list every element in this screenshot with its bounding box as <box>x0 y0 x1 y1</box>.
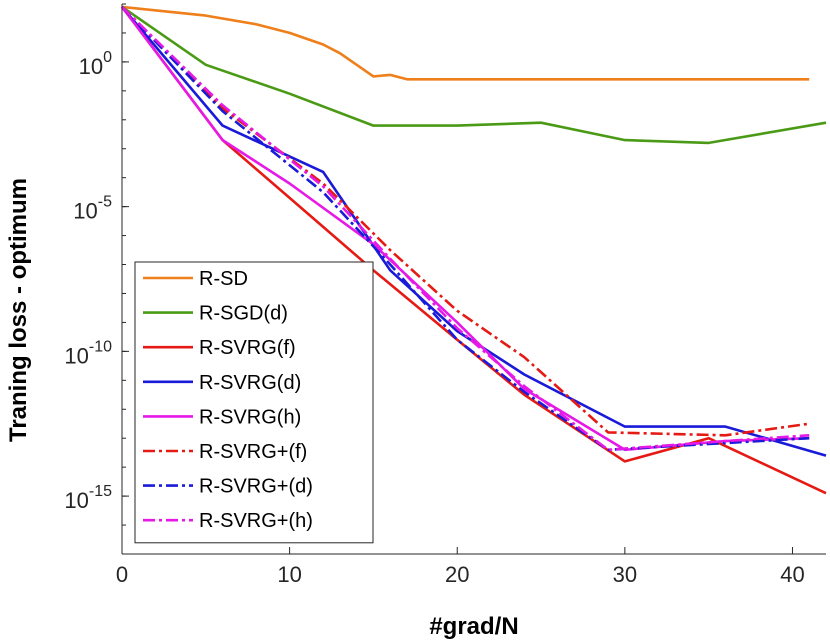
x-tick-label: 10 <box>277 562 301 587</box>
legend-entry: R-SVRG+(d) <box>199 476 313 498</box>
x-tick-label: 20 <box>445 562 469 587</box>
legend-box <box>134 261 374 544</box>
series-line-r-svrg-d <box>121 6 827 457</box>
x-tick-label: 40 <box>780 562 804 587</box>
x-tick-label: 0 <box>116 562 128 587</box>
legend-entry: R-SVRG+(f) <box>199 441 307 463</box>
series-line-r-sgd-d <box>121 5 827 145</box>
series-line-r-svrg-h <box>121 5 810 452</box>
legend-entry: R-SD <box>199 268 248 290</box>
legend-entry: R-SVRG+(h) <box>199 510 313 532</box>
y-tick-label: 100 <box>79 49 112 79</box>
y-tick-label: 10-15 <box>64 483 112 513</box>
series-lines <box>120 5 827 495</box>
legend-entry: R-SVRG(h) <box>199 406 301 428</box>
series-line-r-sd <box>121 5 810 81</box>
y-tick-label: 10-10 <box>64 338 112 368</box>
legend-entry: R-SVRG(f) <box>199 337 296 359</box>
y-tick-label: 10-5 <box>73 194 112 224</box>
series-line-r-svrg-d <box>121 5 810 452</box>
axes <box>121 3 826 555</box>
legend-entry: R-SGD(d) <box>199 303 288 325</box>
x-axis-label: #grad/N <box>429 613 518 640</box>
x-tick-label: 30 <box>613 562 637 587</box>
y-axis-label: Traning loss - optimum <box>5 178 32 442</box>
tick-labels: 0 10 20 30 40 100 10-5 10-10 10-15 <box>64 49 804 587</box>
legend-entry: R-SVRG(d) <box>199 372 301 394</box>
legend: R-SD R-SGD(d) R-SVRG(f) R-SVRG(d) R-SVRG(h) R… <box>134 261 374 544</box>
